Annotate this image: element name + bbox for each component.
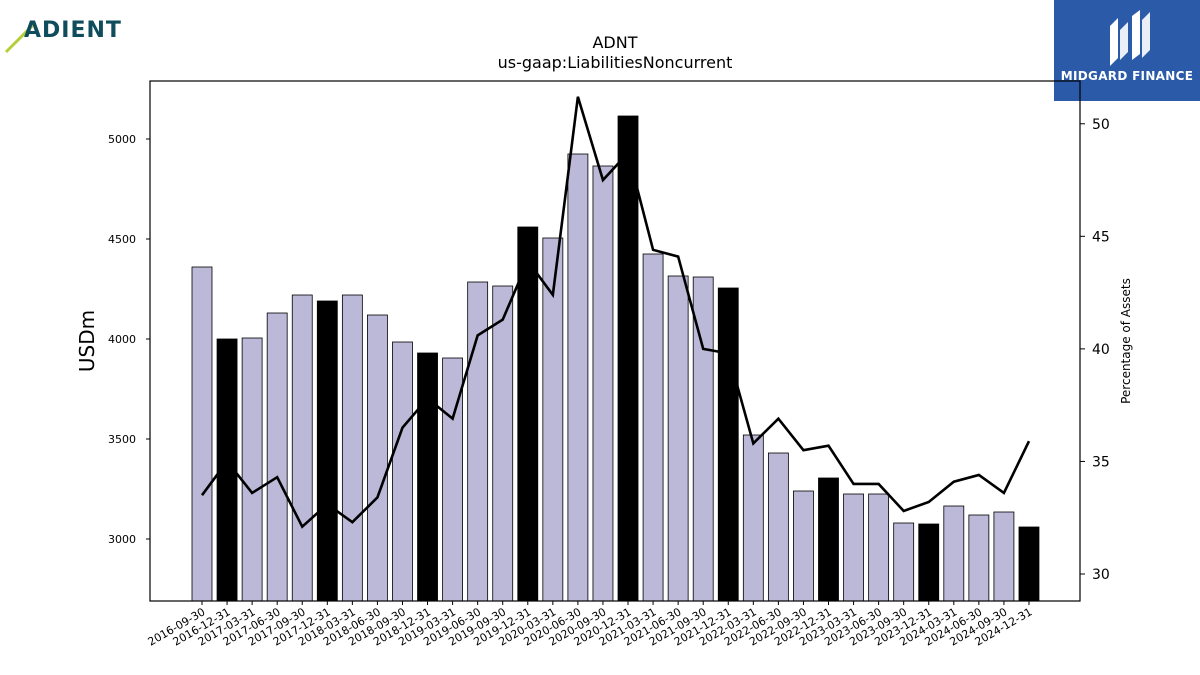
bar bbox=[893, 522, 915, 602]
x-tick-label: 2023-03-31 bbox=[797, 605, 859, 648]
bar bbox=[818, 477, 839, 602]
bar bbox=[467, 281, 489, 602]
bar bbox=[1018, 526, 1040, 602]
x-tick-label: 2017-06-30 bbox=[221, 605, 283, 648]
x-tick-label: 2019-09-30 bbox=[446, 605, 508, 648]
x-tick-label: 2023-12-31 bbox=[872, 605, 934, 648]
bar bbox=[918, 523, 940, 602]
x-tick-label: 2021-09-30 bbox=[647, 605, 709, 648]
bar-series bbox=[191, 115, 1040, 602]
bar bbox=[442, 357, 464, 602]
bar bbox=[191, 266, 213, 602]
x-tick-label: 2021-06-30 bbox=[622, 605, 684, 648]
y2-tick-label: 45 bbox=[1092, 229, 1110, 245]
bar bbox=[291, 294, 313, 602]
bar bbox=[642, 253, 664, 602]
x-tick-label: 2020-06-30 bbox=[522, 605, 584, 648]
x-tick-label: 2019-03-31 bbox=[396, 605, 458, 648]
bar bbox=[767, 452, 789, 602]
x-tick-label: 2021-03-31 bbox=[597, 605, 659, 648]
x-tick-label: 2019-06-30 bbox=[421, 605, 483, 648]
x-tick-label: 2020-03-31 bbox=[496, 605, 558, 648]
bar bbox=[341, 294, 363, 602]
x-tick-label: 2024-09-30 bbox=[948, 605, 1010, 648]
bar bbox=[968, 514, 990, 602]
axes: 2016-09-302016-12-312017-03-312017-06-30… bbox=[108, 117, 1110, 649]
bar bbox=[617, 115, 639, 602]
y-tick-label: 5000 bbox=[108, 133, 136, 146]
bar bbox=[717, 287, 739, 602]
adient-logo-text: ADIENT bbox=[24, 18, 122, 43]
x-tick-label: 2016-09-30 bbox=[146, 605, 208, 648]
midgard-logo-text: MIDGARD FINANCE bbox=[1060, 69, 1194, 83]
bar bbox=[742, 434, 764, 602]
bar bbox=[868, 493, 890, 602]
bar bbox=[367, 314, 388, 602]
x-tick-label: 2018-06-30 bbox=[321, 605, 383, 648]
x-tick-label: 2023-06-30 bbox=[822, 605, 884, 648]
logo-accent-stroke bbox=[4, 21, 34, 54]
bar bbox=[216, 338, 238, 602]
bar bbox=[241, 337, 263, 602]
bar bbox=[542, 237, 564, 602]
chart-title: ADNT bbox=[592, 33, 638, 52]
x-tick-label: 2020-09-30 bbox=[547, 605, 609, 648]
y-tick-label: 3000 bbox=[108, 533, 136, 546]
y-tick-label: 4000 bbox=[108, 333, 136, 346]
x-tick-label: 2020-12-31 bbox=[572, 605, 634, 648]
bar bbox=[517, 226, 539, 602]
bar bbox=[943, 505, 965, 602]
x-tick-label: 2023-09-30 bbox=[847, 605, 909, 648]
bar bbox=[492, 285, 514, 602]
x-tick-label: 2018-12-31 bbox=[371, 605, 433, 648]
y2-tick-label: 30 bbox=[1092, 567, 1110, 583]
x-tick-label: 2017-03-31 bbox=[196, 605, 258, 648]
bar bbox=[993, 511, 1015, 602]
y-tick-label: 4500 bbox=[108, 233, 136, 246]
y2-axis-label: Percentage of Assets bbox=[1119, 278, 1133, 404]
bar bbox=[266, 312, 288, 602]
percentage-line bbox=[200, 96, 1031, 529]
midgard-finance-logo: MIDGARD FINANCE bbox=[1054, 0, 1200, 101]
x-tick-label: 2016-12-31 bbox=[171, 605, 233, 648]
midgard-mark-icon bbox=[1110, 10, 1150, 66]
y-axis-label: USDm bbox=[75, 310, 99, 372]
bar bbox=[692, 276, 714, 602]
x-tick-label: 2024-03-31 bbox=[897, 605, 959, 648]
y-tick-label: 3500 bbox=[108, 433, 136, 446]
x-tick-label: 2022-03-31 bbox=[697, 605, 759, 648]
line-series bbox=[200, 96, 1031, 529]
x-tick-label: 2022-06-30 bbox=[722, 605, 784, 648]
x-tick-label: 2018-03-31 bbox=[296, 605, 358, 648]
adient-logo: ADIENT bbox=[4, 4, 144, 56]
x-tick-label: 2017-09-30 bbox=[246, 605, 308, 648]
bar bbox=[793, 490, 814, 602]
bar bbox=[843, 493, 864, 602]
y2-tick-label: 35 bbox=[1092, 454, 1110, 470]
y2-tick-label: 50 bbox=[1092, 117, 1110, 133]
bar bbox=[667, 275, 689, 602]
y2-tick-label: 40 bbox=[1092, 342, 1110, 358]
x-tick-label: 2024-12-31 bbox=[973, 605, 1035, 648]
x-tick-label: 2017-12-31 bbox=[271, 605, 333, 648]
x-tick-label: 2018-09-30 bbox=[346, 605, 408, 648]
plot-frame bbox=[149, 80, 1081, 602]
x-tick-label: 2021-12-31 bbox=[672, 605, 734, 648]
x-tick-label: 2024-06-30 bbox=[922, 605, 984, 648]
x-tick-label: 2022-09-30 bbox=[747, 605, 809, 648]
x-tick-label: 2022-12-31 bbox=[772, 605, 834, 648]
x-tick-label: 2019-12-31 bbox=[471, 605, 533, 648]
bar bbox=[592, 165, 614, 602]
chart-subtitle: us-gaap:LiabilitiesNoncurrent bbox=[497, 53, 733, 72]
bar bbox=[567, 153, 589, 602]
bar bbox=[316, 300, 338, 602]
bar bbox=[417, 352, 438, 602]
bar bbox=[392, 341, 413, 602]
